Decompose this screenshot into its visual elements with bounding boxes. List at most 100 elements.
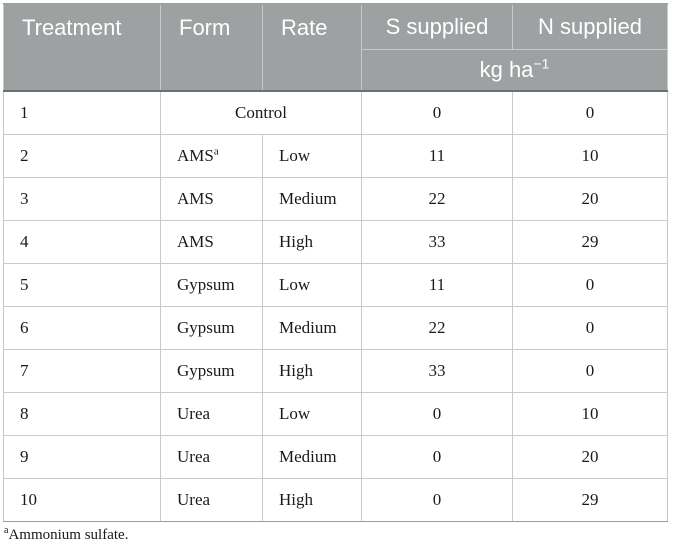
cell-treatment-text: 2 (20, 146, 29, 165)
cell-treatment: 3 (3, 177, 161, 221)
cell-n-supplied-text: 20 (581, 189, 599, 208)
unit-exponent: −1 (533, 55, 550, 72)
table-row: 8 Urea Low 0 10 (3, 392, 668, 436)
cell-rate-text: High (279, 490, 313, 509)
cell-form-text: Urea (177, 404, 211, 423)
cell-form: Gypsum (160, 263, 263, 307)
cell-n-supplied-text: 0 (585, 361, 595, 380)
cell-n-supplied: 29 (512, 220, 668, 264)
header-s-supplied: S supplied (361, 3, 513, 50)
cell-form-text: AMS (177, 232, 214, 251)
cell-s-supplied: 0 (361, 392, 513, 436)
cell-treatment: 1 (3, 90, 161, 135)
cell-rate-text: Low (279, 404, 311, 423)
cell-n-supplied-text: 29 (581, 490, 599, 509)
cell-rate: Low (262, 263, 362, 307)
cell-treatment-text: 9 (20, 447, 29, 466)
table-row: 3 AMS Medium 22 20 (3, 177, 668, 221)
cell-n-supplied-text: 10 (581, 404, 599, 423)
cell-treatment: 8 (3, 392, 161, 436)
cell-rate: Medium (262, 306, 362, 350)
treatments-table: Treatment Form Rate S supplied N supplie… (3, 3, 668, 522)
table-row: 9 Urea Medium 0 20 (3, 435, 668, 479)
table-row: 4 AMS High 33 29 (3, 220, 668, 264)
cell-s-supplied-text: 0 (432, 447, 442, 466)
cell-s-supplied-text: 22 (428, 318, 446, 337)
cell-s-supplied: 0 (361, 90, 513, 135)
cell-s-supplied-text: 0 (432, 490, 442, 509)
table-footnote: aAmmonium sulfate. (4, 525, 129, 544)
cell-s-supplied-text: 11 (428, 275, 446, 294)
cell-s-supplied: 11 (361, 134, 513, 178)
cell-form-text: AMS (177, 146, 214, 165)
cell-treatment: 9 (3, 435, 161, 479)
cell-form-text: Gypsum (177, 361, 235, 380)
cell-n-supplied-text: 20 (581, 447, 599, 466)
cell-n-supplied-text: 10 (581, 146, 599, 165)
cell-n-supplied-text: 0 (585, 318, 595, 337)
cell-n-supplied: 0 (512, 90, 668, 135)
cell-control-label: Control (160, 90, 362, 135)
cell-s-supplied: 0 (361, 478, 513, 522)
header-treatment: Treatment (3, 3, 161, 92)
cell-s-supplied-text: 11 (428, 146, 446, 165)
cell-rate-text: Medium (279, 189, 337, 208)
form-footnote-mark: a (213, 145, 219, 158)
unit-base: kg ha (479, 57, 534, 82)
cell-rate-text: Low (279, 275, 311, 294)
cell-form: AMS (160, 220, 263, 264)
cell-treatment-text: 5 (20, 275, 29, 294)
cell-s-supplied-text: 0 (432, 404, 442, 423)
cell-s-supplied: 33 (361, 220, 513, 264)
header-n-supplied: N supplied (512, 3, 668, 50)
cell-s-supplied: 22 (361, 306, 513, 350)
cell-form-text: Urea (177, 447, 211, 466)
cell-treatment: 7 (3, 349, 161, 393)
cell-n-supplied: 10 (512, 392, 668, 436)
cell-treatment-text: 4 (20, 232, 29, 251)
cell-form-text: Urea (177, 490, 211, 509)
cell-form: Urea (160, 392, 263, 436)
cell-form-text: AMS (177, 189, 214, 208)
cell-s-supplied: 22 (361, 177, 513, 221)
treatments-table-container: Treatment Form Rate S supplied N supplie… (3, 3, 668, 522)
cell-s-supplied-text: 33 (428, 232, 446, 251)
cell-n-supplied: 20 (512, 435, 668, 479)
cell-s-supplied: 11 (361, 263, 513, 307)
cell-rate: Low (262, 134, 362, 178)
cell-treatment-text: 6 (20, 318, 29, 337)
cell-form: Gypsum (160, 306, 263, 350)
cell-treatment-text: 7 (20, 361, 29, 380)
footnote-text: Ammonium sulfate. (8, 527, 129, 543)
cell-treatment: 2 (3, 134, 161, 178)
cell-n-supplied: 0 (512, 349, 668, 393)
cell-treatment: 10 (3, 478, 161, 522)
cell-rate-text: Medium (279, 447, 337, 466)
cell-rate: Low (262, 392, 362, 436)
table-row: 7 Gypsum High 33 0 (3, 349, 668, 393)
header-form: Form (160, 3, 263, 92)
cell-form-text: Gypsum (177, 275, 235, 294)
cell-form: Urea (160, 435, 263, 479)
cell-n-supplied: 29 (512, 478, 668, 522)
cell-treatment-text: 10 (20, 490, 37, 509)
cell-s-supplied-text: 22 (428, 189, 446, 208)
table-row: 5 Gypsum Low 11 0 (3, 263, 668, 307)
cell-rate: Medium (262, 177, 362, 221)
footnote-mark: a (4, 525, 9, 536)
cell-n-supplied: 20 (512, 177, 668, 221)
table-row: 6 Gypsum Medium 22 0 (3, 306, 668, 350)
cell-rate-text: Medium (279, 318, 337, 337)
cell-form: Urea (160, 478, 263, 522)
table-header: Treatment Form Rate S supplied N supplie… (3, 3, 668, 92)
cell-rate-text: High (279, 361, 313, 380)
table-row: 1 Control 0 0 (3, 90, 668, 135)
cell-treatment: 5 (3, 263, 161, 307)
cell-rate: High (262, 349, 362, 393)
cell-n-supplied: 0 (512, 306, 668, 350)
cell-form: AMS (160, 177, 263, 221)
cell-rate: High (262, 220, 362, 264)
header-rate: Rate (262, 3, 362, 92)
cell-rate-text: Low (279, 146, 311, 165)
table-row: 2 AMSa Low 11 10 (3, 134, 668, 178)
